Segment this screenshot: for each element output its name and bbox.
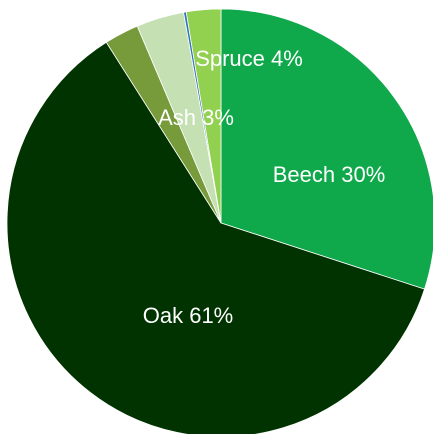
pie-labels: Spruce 4% Ash 3% Beech 30% Oak 61% bbox=[143, 46, 386, 328]
slice-beech bbox=[220, 8, 433, 290]
label-ash: Ash 3% bbox=[158, 105, 234, 130]
label-oak: Oak 61% bbox=[143, 303, 234, 328]
label-beech: Beech 30% bbox=[273, 162, 386, 187]
label-spruce: Spruce 4% bbox=[195, 46, 303, 71]
slice-spruce bbox=[185, 8, 222, 224]
pie-slices bbox=[6, 8, 433, 434]
slice-oak bbox=[6, 41, 426, 434]
